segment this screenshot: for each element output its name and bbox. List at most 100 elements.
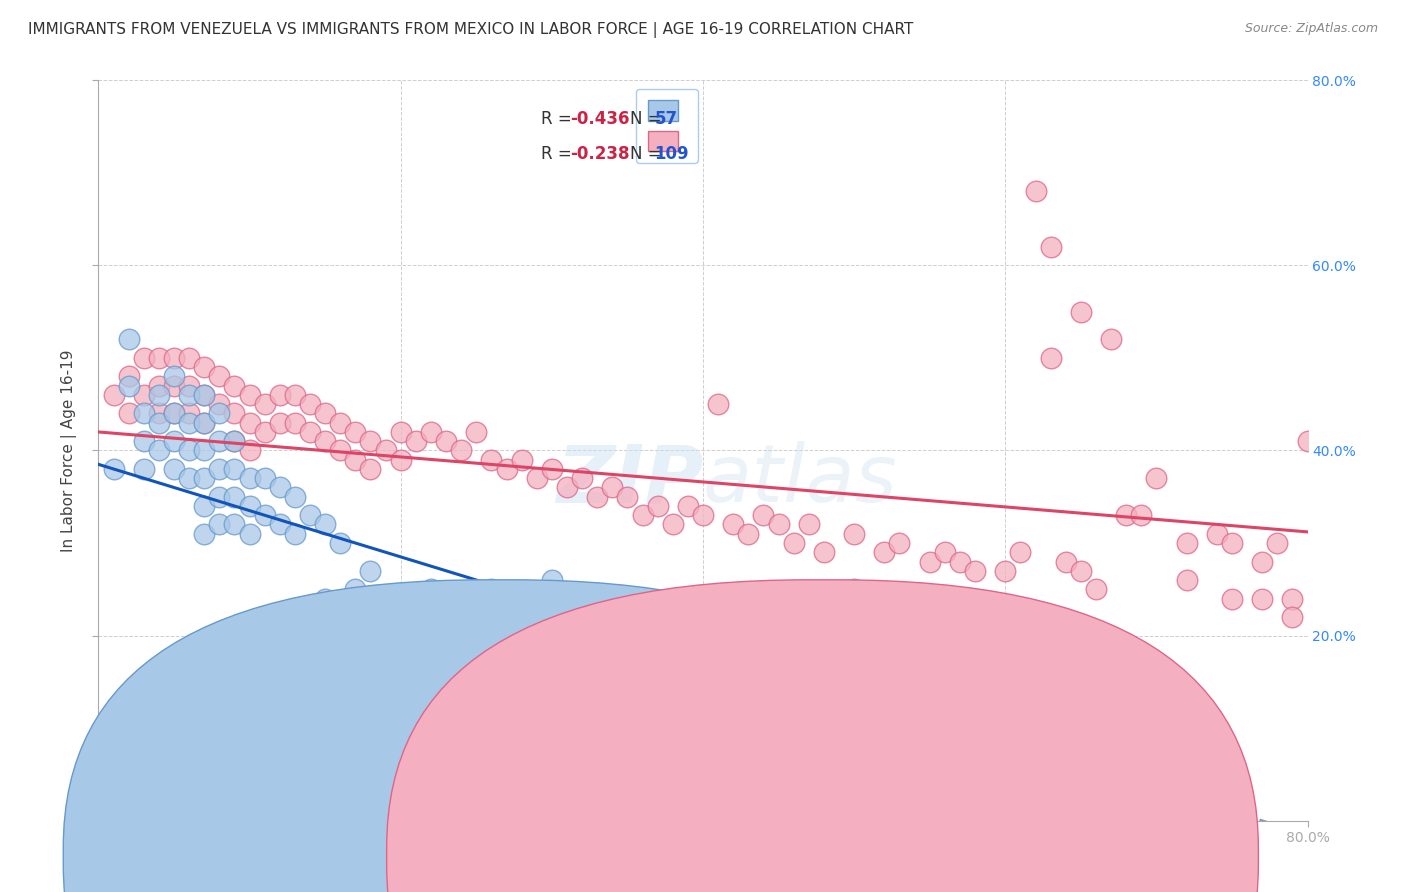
Point (1099, 332, 1122, 346)
Point (118, 369, 141, 384)
Point (707, 397, 730, 411)
Point (571, 471, 593, 485)
Text: 57: 57 (655, 110, 678, 128)
Point (208, 462, 231, 476)
Point (737, 526, 759, 541)
Point (179, 351, 201, 365)
Point (420, 425, 443, 439)
Point (148, 378, 170, 392)
Point (253, 397, 276, 411)
Legend: , : , (636, 88, 697, 162)
Point (495, 462, 517, 476)
Point (224, 462, 246, 476)
Point (889, 536, 911, 550)
Point (253, 471, 276, 485)
Point (676, 499, 699, 513)
Point (374, 443, 396, 458)
Text: Source: ZipAtlas.com: Source: ZipAtlas.com (1244, 22, 1378, 36)
Point (239, 388, 262, 402)
Point (1281, 591, 1303, 606)
Point (647, 499, 669, 513)
Text: Immigrants from Venezuela: Immigrants from Venezuela (520, 849, 733, 863)
Point (797, 517, 820, 532)
Point (253, 425, 276, 439)
Point (481, 452, 503, 467)
Point (540, 573, 562, 587)
Point (360, 564, 382, 578)
Point (752, 508, 775, 523)
Point (1024, 184, 1046, 198)
Point (179, 471, 201, 485)
Point (179, 407, 201, 421)
Point (510, 452, 533, 467)
Point (344, 582, 367, 597)
Point (284, 388, 307, 402)
Point (193, 416, 215, 430)
Point (118, 332, 141, 346)
Point (723, 517, 745, 532)
Point (208, 407, 231, 421)
Point (269, 517, 291, 532)
Point (360, 434, 382, 449)
Point (1039, 240, 1062, 254)
Point (163, 369, 186, 384)
Point (253, 508, 276, 523)
Point (1251, 591, 1274, 606)
Point (360, 462, 382, 476)
Point (314, 434, 336, 449)
Point (284, 416, 307, 430)
Point (1115, 508, 1137, 523)
Point (1296, 434, 1319, 449)
Point (132, 351, 155, 365)
Point (179, 443, 201, 458)
Point (193, 526, 215, 541)
Point (1175, 573, 1198, 587)
Point (208, 490, 231, 504)
Text: 109: 109 (655, 145, 689, 163)
Point (1054, 554, 1077, 569)
Point (148, 351, 170, 365)
Point (208, 517, 231, 532)
Text: -0.436: -0.436 (569, 110, 630, 128)
Point (1130, 508, 1153, 523)
Point (329, 416, 352, 430)
Point (163, 407, 186, 421)
Point (224, 378, 246, 392)
Point (314, 407, 336, 421)
Point (1206, 526, 1229, 541)
Point (148, 416, 170, 430)
Point (692, 508, 714, 523)
Point (163, 351, 186, 365)
Point (374, 591, 396, 606)
Text: -0.238: -0.238 (569, 145, 630, 163)
Point (873, 545, 896, 559)
Point (540, 462, 562, 476)
Point (179, 416, 201, 430)
Point (450, 443, 472, 458)
Point (661, 517, 683, 532)
Point (132, 462, 155, 476)
Point (224, 407, 246, 421)
Point (193, 471, 215, 485)
Point (586, 490, 609, 504)
Point (193, 388, 215, 402)
Point (163, 434, 186, 449)
Point (420, 582, 443, 597)
Point (329, 536, 352, 550)
Point (344, 425, 367, 439)
Point (224, 517, 246, 532)
Point (148, 443, 170, 458)
Point (844, 582, 866, 597)
Point (284, 526, 307, 541)
Point (239, 416, 262, 430)
Point (314, 591, 336, 606)
Point (224, 490, 246, 504)
Point (118, 378, 141, 392)
Point (1070, 304, 1092, 318)
Point (208, 397, 231, 411)
Point (949, 554, 972, 569)
Point (434, 434, 457, 449)
Point (858, 657, 880, 671)
Point (481, 582, 503, 597)
Point (193, 360, 215, 375)
